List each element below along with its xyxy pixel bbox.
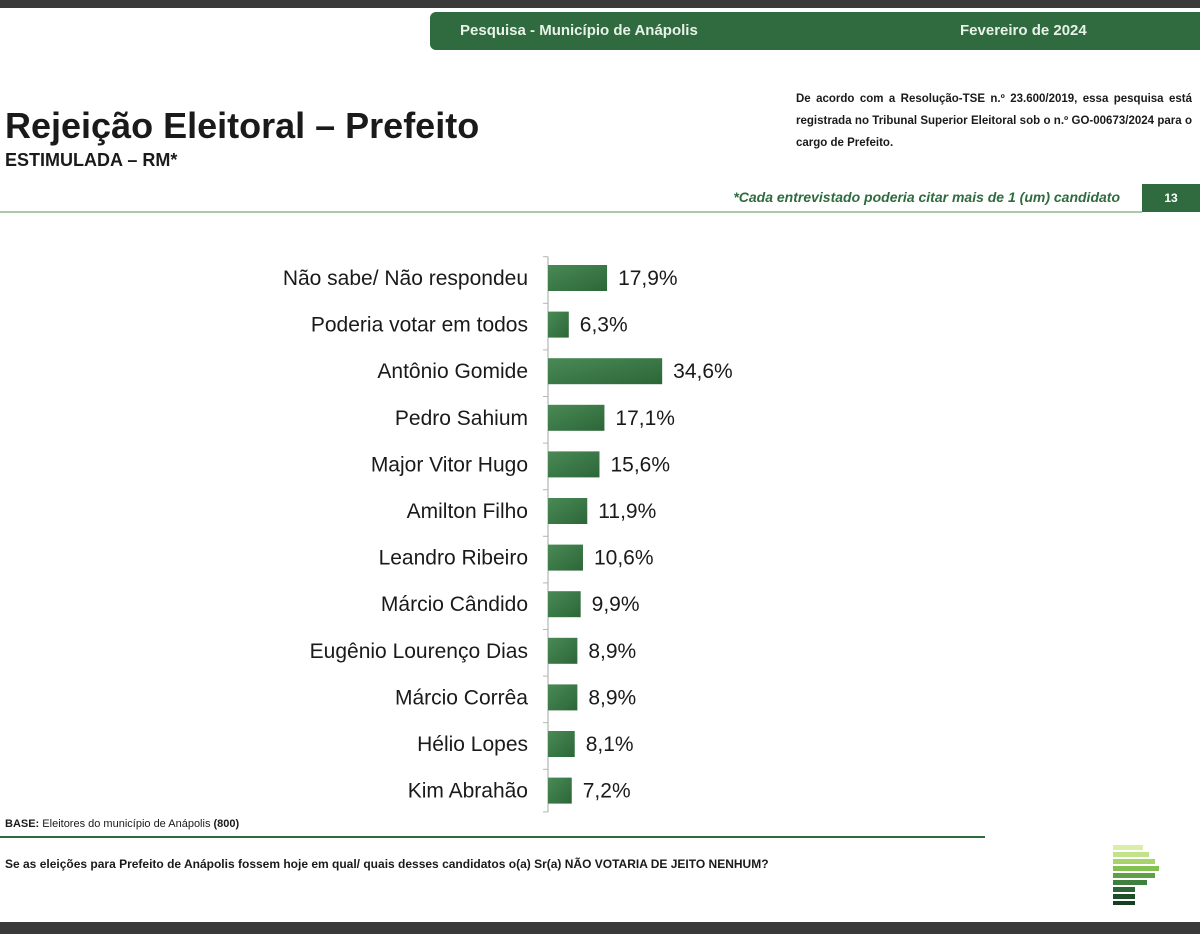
value-label: 8,1% [586, 733, 634, 756]
bar [548, 265, 608, 291]
bar [548, 637, 578, 664]
multiple-answer-note: *Cada entrevistado poderia citar mais de… [733, 189, 1120, 205]
value-label: 17,1% [615, 407, 675, 430]
survey-question: Se as eleições para Prefeito de Anápolis… [5, 857, 769, 871]
category-label: Márcio Corrêa [395, 686, 528, 709]
bar [548, 451, 600, 478]
base-label: BASE: [5, 818, 40, 830]
slide: Pesquisa - Município de Anápolis Feverei… [0, 8, 1200, 922]
value-label: 8,9% [588, 640, 636, 663]
bar [548, 684, 578, 711]
institute-logo [1113, 845, 1159, 905]
value-label: 11,9% [598, 500, 656, 523]
value-label: 34,6% [673, 360, 733, 383]
divider [0, 211, 1142, 213]
page-title: Rejeição Eleitoral – Prefeito [5, 105, 480, 146]
value-label: 10,6% [594, 547, 654, 570]
bar [548, 591, 581, 618]
bar [548, 311, 569, 338]
bar [548, 358, 663, 385]
value-label: 6,3% [580, 314, 628, 337]
bar [548, 544, 583, 571]
value-label: 8,9% [588, 686, 636, 709]
bar [548, 777, 572, 804]
category-label: Antônio Gomide [377, 360, 528, 383]
page-subtitle: ESTIMULADA – RM* [5, 150, 178, 170]
value-label: 9,9% [592, 593, 640, 616]
category-label: Leandro Ribeiro [379, 547, 528, 570]
base-note: BASE: Eleitores do município de Anápolis… [5, 818, 239, 830]
bar [548, 498, 588, 524]
survey-location: Pesquisa - Município de Anápolis [460, 22, 698, 39]
bar [548, 404, 605, 431]
bar [548, 731, 575, 757]
value-label: 17,9% [618, 267, 678, 290]
survey-date: Fevereiro de 2024 [960, 22, 1087, 39]
registration-notice: De acordo com a Resolução-TSE n.º 23.600… [796, 93, 1192, 149]
category-label: Pedro Sahium [395, 407, 528, 430]
rejection-bar-chart: Não sabe/ Não respondeu 17,9% Poderia vota… [283, 256, 733, 813]
category-label: Não sabe/ Não respondeu [283, 267, 528, 290]
category-label: Hélio Lopes [417, 733, 528, 756]
category-label: Major Vitor Hugo [371, 453, 528, 476]
base-count: (800) [213, 818, 240, 830]
base-text: Eleitores do município de Anápolis [39, 818, 214, 830]
value-label: 15,6% [610, 453, 670, 476]
header-band: Pesquisa - Município de Anápolis Feverei… [430, 12, 1200, 50]
category-label: Márcio Cândido [381, 593, 528, 616]
page-number: 13 [1142, 184, 1200, 212]
category-label: Amilton Filho [407, 500, 528, 523]
category-label: Kim Abrahão [408, 780, 528, 803]
value-label: 7,2% [583, 780, 631, 803]
category-label: Eugênio Lourenço Dias [310, 640, 528, 663]
category-label: Poderia votar em todos [311, 314, 528, 337]
divider [0, 836, 985, 838]
